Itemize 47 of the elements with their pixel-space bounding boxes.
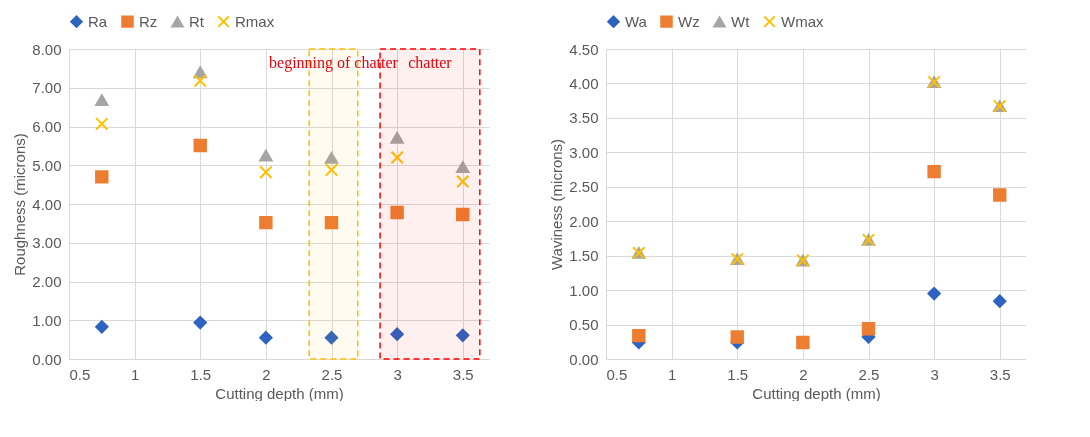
x-tick-label: 2 [799, 365, 808, 383]
y-tick-label: 4.50 [569, 40, 599, 58]
y-tick-label: 2.50 [569, 178, 599, 196]
y-tick-label: 4.00 [569, 74, 599, 92]
legend-label: Wz [678, 12, 700, 30]
x-tick-label: 1.5 [190, 365, 212, 383]
y-tick-label: 8.00 [32, 40, 62, 58]
band-label: chatter [408, 54, 453, 71]
y-tick-label: 6.00 [32, 118, 62, 135]
y-tick-label: 7.00 [32, 79, 62, 97]
y-axis-title: Roughness (microns) [11, 133, 29, 276]
y-tick-label: 3.00 [32, 234, 62, 252]
x-tick-label: 1 [130, 365, 140, 383]
legend-label: Wa [625, 12, 648, 30]
y-tick-label: 0.00 [569, 350, 599, 368]
x-tick-label: 3.5 [452, 365, 474, 383]
legend-label: Wmax [781, 12, 824, 30]
y-tick-label: 4.00 [32, 195, 62, 213]
legend-label: Rmax [235, 12, 275, 30]
legend-label: Rt [189, 12, 205, 30]
x-tick-label: 3.5 [989, 365, 1011, 383]
x-tick-label: 0.5 [606, 365, 628, 383]
legend-label: Rz [139, 12, 158, 30]
band-label: beginning of chatter [269, 54, 399, 72]
x-tick-label: 1.5 [727, 365, 749, 383]
x-tick-label: 3 [930, 365, 939, 383]
y-tick-label: 1.00 [32, 311, 62, 329]
y-tick-label: 2.00 [32, 273, 62, 290]
y-tick-label: 0.50 [569, 316, 599, 334]
y-tick-label: 3.50 [569, 109, 599, 127]
x-tick-label: 2.5 [321, 365, 343, 383]
y-tick-label: 1.50 [569, 247, 599, 265]
x-tick-label: 1 [667, 365, 677, 383]
x-axis-title: Cutting depth (mm) [752, 384, 881, 402]
x-tick-label: 2.5 [858, 365, 880, 383]
legend-label: Wt [731, 12, 751, 30]
x-axis-title: Cutting depth (mm) [215, 384, 344, 402]
legend-label: Ra [88, 12, 108, 30]
y-axis-title: Waviness (microns) [548, 138, 566, 271]
x-tick-label: 3 [393, 365, 402, 383]
y-tick-label: 5.00 [32, 156, 62, 174]
x-tick-label: 2 [262, 365, 271, 383]
y-tick-label: 0.00 [32, 350, 62, 368]
y-tick-label: 3.00 [569, 143, 599, 161]
y-tick-label: 2.00 [569, 212, 599, 230]
x-tick-label: 0.5 [69, 365, 91, 383]
y-tick-label: 1.00 [569, 281, 599, 299]
